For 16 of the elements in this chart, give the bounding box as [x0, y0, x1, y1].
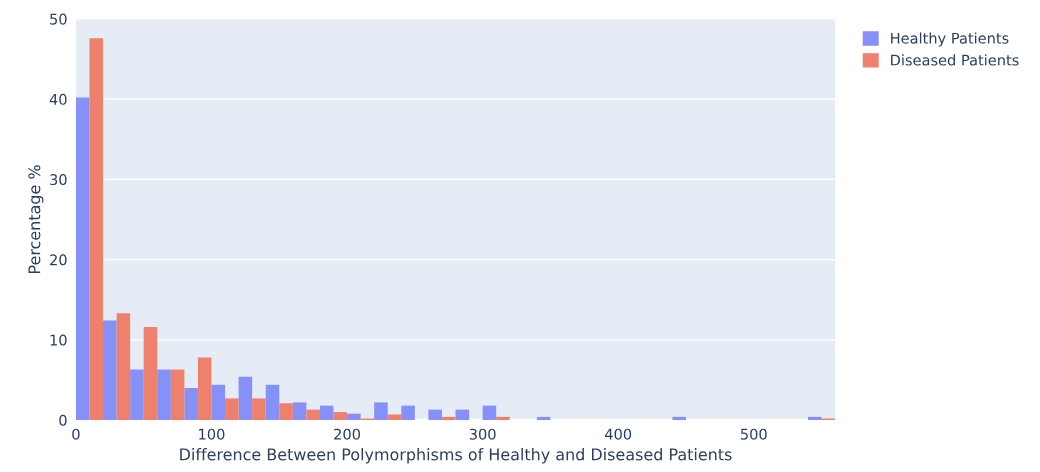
x-tick-label: 300: [469, 428, 496, 440]
y-tick-label: 20: [50, 254, 67, 266]
y-tick-label: 50: [50, 13, 67, 25]
y-tick-label: 10: [50, 334, 67, 346]
x-tick-label: 0: [72, 428, 80, 440]
y-tick-label: 0: [59, 414, 67, 426]
x-tick-label: 500: [740, 428, 767, 440]
x-tick-label: 200: [334, 428, 361, 440]
legend-label: Diseased Patients: [891, 54, 1019, 66]
y-tick-label: 30: [50, 174, 67, 186]
x-tick-label: 400: [605, 428, 632, 440]
y-axis-title: Percentage %: [28, 165, 44, 273]
x-axis-title: Difference Between Polymorphisms of Healthy and Diseased Patients: [180, 448, 732, 464]
y-tick-label: 40: [49, 93, 67, 105]
x-tick-label: 100: [199, 428, 225, 440]
legend-label: Healthy Patients: [891, 32, 1009, 47]
